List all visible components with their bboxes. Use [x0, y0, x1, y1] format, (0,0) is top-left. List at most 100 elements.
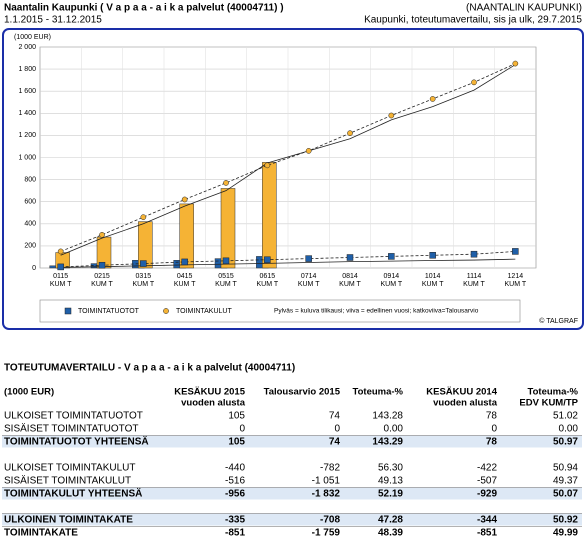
marker [57, 248, 64, 255]
y-tick-label: 400 [24, 221, 36, 228]
cell: 50.07 [553, 489, 578, 500]
x-tick-sublabel: KUM T [174, 281, 196, 288]
cell: 56.30 [378, 463, 403, 474]
cell: 78 [486, 411, 498, 422]
cell: -1 759 [312, 528, 341, 539]
line [60, 64, 516, 256]
column-header: KESÄKUU 2014 [426, 387, 497, 398]
cell: ULKOISET TOIMINTATUOTOT [4, 411, 143, 422]
x-tick-sublabel: KUM T [463, 281, 485, 288]
y-label: (1000 EUR) [14, 34, 51, 41]
marker [140, 260, 147, 267]
y-tick-label: 1 000 [18, 154, 36, 161]
cell: -1 051 [312, 476, 341, 487]
bar [262, 162, 277, 269]
marker [305, 148, 312, 154]
cell: -851 [225, 528, 245, 539]
bar [220, 188, 236, 269]
marker [346, 254, 354, 261]
cell: 52.19 [378, 489, 403, 500]
column-header: vuoden alusta [433, 398, 498, 409]
cell: TOIMINTAKATE [4, 528, 78, 539]
y-tick-label: 800 [24, 176, 36, 183]
x-tick-sublabel: KUM T [91, 281, 113, 288]
x-tick-label: 0215 [94, 273, 110, 280]
marker [140, 214, 147, 221]
cell: -507 [477, 476, 497, 487]
cell: -929 [477, 489, 497, 500]
table-title: TOTEUTUMAVERTAILU - V a p a a - a i k a … [4, 363, 295, 374]
cell: 48.39 [378, 528, 403, 539]
marker [305, 255, 312, 262]
marker [471, 79, 477, 86]
x-tick-label: 1214 [508, 273, 524, 280]
x-tick-sublabel: KUM T [422, 281, 444, 288]
column-header: Toteuma-% [528, 387, 579, 398]
cell: -956 [225, 489, 245, 500]
cell: 78 [486, 437, 498, 448]
cell: 49.99 [553, 528, 578, 539]
cell: -708 [320, 515, 340, 526]
cell: 105 [228, 437, 245, 448]
cell: -782 [320, 463, 340, 474]
y-tick-label: 1 400 [18, 110, 36, 117]
x-tick-label: 0615 [260, 273, 276, 280]
legend-label: TOIMINTATUOTOT [78, 308, 140, 315]
x-tick-label: 0714 [301, 273, 317, 280]
y-tick-label: 1 600 [18, 88, 36, 95]
cell: -344 [477, 515, 497, 526]
cell: 74 [329, 411, 341, 422]
column-header: EDV KUM/TP [519, 398, 578, 409]
x-tick-label: 1014 [425, 273, 441, 280]
column-header: KESÄKUU 2015 [174, 387, 245, 398]
marker [388, 253, 395, 260]
marker [512, 60, 519, 67]
cell: 50.94 [553, 463, 578, 474]
x-tick-label: 0115 [53, 273, 68, 280]
marker [264, 256, 271, 263]
cell: 49.13 [378, 476, 403, 487]
column-header: Toteuma-% [353, 387, 404, 398]
cell: 50.97 [553, 437, 578, 448]
marker [512, 248, 519, 255]
cell: SISÄISET TOIMINTATUOTOT [4, 423, 138, 435]
marker [181, 196, 188, 203]
cell: 47.28 [378, 515, 403, 526]
cell: -440 [225, 463, 245, 474]
cell: 0.00 [384, 424, 404, 435]
cell: 0 [491, 424, 497, 435]
marker [470, 250, 478, 258]
x-tick-label: 0814 [342, 273, 358, 280]
x-tick-label: 0914 [384, 273, 400, 280]
line [60, 258, 516, 268]
cell: -335 [225, 515, 245, 526]
bar [138, 221, 153, 269]
bar [179, 203, 194, 269]
cell: 143.28 [372, 411, 403, 422]
credit: © TALGRAF [539, 317, 578, 325]
marker [99, 232, 105, 238]
x-tick-sublabel: KUM T [505, 281, 527, 288]
cell: -516 [225, 476, 245, 487]
legend-box [39, 299, 521, 323]
cell: -851 [477, 528, 497, 539]
legend-marker [64, 307, 72, 315]
legend-marker [163, 308, 169, 314]
cell: 50.92 [553, 515, 578, 526]
period: 1.1.2015 - 31.12.2015 [4, 15, 102, 26]
cell: 0 [334, 424, 340, 435]
column-header: vuoden alusta [181, 398, 246, 409]
y-tick-label: 1 800 [18, 66, 36, 73]
dashed-line [60, 63, 516, 252]
x-tick-sublabel: KUM T [381, 281, 403, 288]
y-tick-label: 2 000 [18, 44, 36, 51]
dashed-line [60, 251, 516, 268]
cell: 0.00 [559, 424, 579, 435]
cell: 0 [239, 424, 245, 435]
marker [98, 261, 106, 269]
x-tick-sublabel: KUM T [257, 281, 279, 288]
marker [57, 263, 64, 271]
y-tick-label: 1 200 [18, 132, 36, 139]
x-tick-sublabel: KUM T [133, 281, 155, 288]
cell: SISÄISET TOIMINTAKULUT [4, 475, 131, 487]
